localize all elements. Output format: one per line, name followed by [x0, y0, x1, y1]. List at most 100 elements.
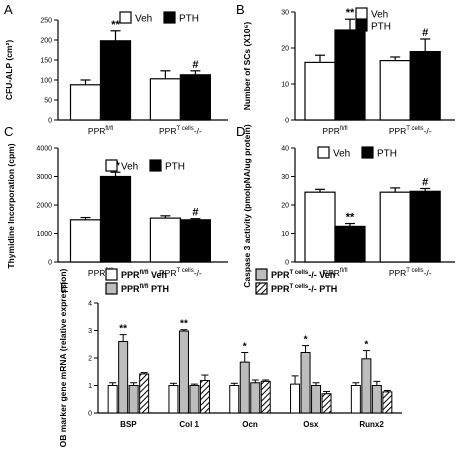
legend-swatch-pth [361, 146, 374, 159]
y-tick-label: 150 [40, 58, 52, 65]
y-tick-label: 100 [40, 78, 52, 85]
legend-label-pth: PTH [371, 22, 391, 33]
y-axis-label: OB marker gene mRNA (relative expression… [58, 268, 68, 447]
bar-pth [409, 190, 441, 263]
x-category-label: PPRT cells-/- [389, 268, 432, 278]
significance-marker: ** [119, 324, 127, 335]
panel-label-b: B [236, 2, 245, 17]
y-tick-label: 20 [281, 203, 289, 210]
bar-series-2 [300, 352, 311, 414]
bar-series-4 [321, 393, 332, 414]
bar-series-3 [189, 385, 200, 414]
bar-series-3 [371, 385, 382, 414]
panel-e: 0 1 2 3 4 OB marker gene mRNA (relative expre… [58, 268, 402, 447]
y-tick-label: 30 [281, 10, 289, 17]
legend-label-pth: PTH [179, 14, 199, 25]
panel-b: 0 10 20 30 Number of SCs (X10⁶) PPRfl/fl PPRT … [242, 7, 455, 136]
legend-swatch-veh [355, 7, 368, 20]
significance-marker: ** [346, 212, 355, 224]
bar-veh [379, 59, 411, 121]
panel-d: 0 10 20 30 40 Caspase 3 activity (pmolpNA/ug … [242, 124, 455, 288]
y-tick-label: 50 [44, 98, 52, 105]
legend: PPRfl/fl Veh PPRfl/fl PTH PPRT cells-/- Ve… [105, 268, 337, 295]
y-tick-label: 3000 [36, 174, 52, 181]
y-tick-label: 20 [281, 46, 289, 53]
bar-pth [334, 29, 366, 121]
bar-series-4 [260, 380, 271, 414]
bar-series-4 [139, 373, 150, 414]
y-tick-label: 0 [48, 260, 52, 267]
y-tick-label: 30 [281, 174, 289, 181]
y-tick-label: 0 [285, 260, 289, 267]
y-tick-label: 1000 [36, 231, 52, 238]
y-tick-label: 10 [281, 82, 289, 89]
x-category-label: Osx [303, 420, 319, 429]
y-tick-label: 2000 [36, 203, 52, 210]
significance-marker: ** [111, 19, 120, 31]
bar-series-3 [250, 382, 261, 414]
bar-series-4 [199, 380, 210, 414]
legend-swatch-veh [317, 146, 330, 159]
y-tick-label: 4 [88, 301, 92, 308]
y-tick-label: 0 [285, 118, 289, 125]
legend-label-1: PPRfl/fl Veh [121, 270, 167, 280]
y-axis-label: CFU-ALP (cm²) [4, 40, 14, 100]
x-category-label: PPRfl/fl [322, 268, 347, 278]
y-axis-label: Caspase 3 activity (pmolpNA/ug protein) [242, 124, 252, 288]
y-axis-label: Thymidine Incorporation (cpm) [6, 143, 16, 268]
significance-marker: # [422, 27, 428, 39]
panel-a: 0 50 100 150 200 250 CFU-ALP (cm²) PPRfl/fl PPRT… [4, 11, 228, 136]
bar-veh [149, 78, 181, 121]
bar-pth [99, 175, 132, 263]
bar-series-1 [229, 385, 240, 414]
significance-marker: ** [346, 7, 355, 19]
legend-swatch-veh [105, 159, 118, 172]
bar-pth [334, 225, 366, 263]
bar-pth [409, 50, 441, 121]
bar-series-1 [350, 385, 361, 414]
bar-series-1 [107, 385, 118, 414]
significance-marker: * [364, 340, 368, 351]
bar-series-2 [239, 361, 250, 414]
y-tick-label: 200 [40, 38, 52, 45]
x-category-label: PPRfl/fl [88, 126, 113, 136]
y-tick-label: 250 [40, 18, 52, 25]
y-tick-label: 2 [88, 356, 92, 363]
bar-series-1 [290, 383, 301, 414]
x-category-label: Ocn [242, 420, 258, 429]
y-tick-label: 0 [48, 118, 52, 125]
bar-series-3 [128, 385, 139, 414]
x-category-label: BSP [120, 420, 137, 429]
x-category-label: Col 1 [179, 420, 199, 429]
x-category-label: PPRT cells-/- [389, 126, 432, 136]
bar-series-2 [178, 330, 189, 414]
bar-series-3 [311, 385, 322, 414]
bar-pth [99, 40, 132, 121]
legend-swatch-veh [119, 11, 132, 24]
significance-marker: * [243, 342, 247, 353]
legend-label-veh: Veh [371, 10, 388, 21]
y-tick-label: 40 [281, 146, 289, 153]
bar-series-4 [382, 391, 393, 414]
x-category-label: PPRT cells-/- [159, 268, 202, 278]
legend-label-3: PPRT cells-/- Veh [271, 270, 335, 280]
y-tick-label: 3 [88, 328, 92, 335]
panel-label-e: E [60, 280, 69, 295]
y-tick-label: 1 [88, 383, 92, 390]
significance-marker: # [192, 207, 198, 219]
legend-swatch-3 [255, 268, 268, 281]
y-tick-label: 10 [281, 231, 289, 238]
y-tick-label: 0 [88, 411, 92, 418]
legend-swatch-1 [105, 268, 118, 281]
legend-swatch-2 [105, 282, 118, 295]
bar-series-2 [361, 358, 372, 414]
x-category-label: PPRT cells-/- [159, 126, 202, 136]
y-axis-label: Number of SCs (X10⁶) [242, 22, 252, 111]
legend-swatch-pth [149, 159, 162, 172]
bar-series-2 [118, 341, 129, 414]
